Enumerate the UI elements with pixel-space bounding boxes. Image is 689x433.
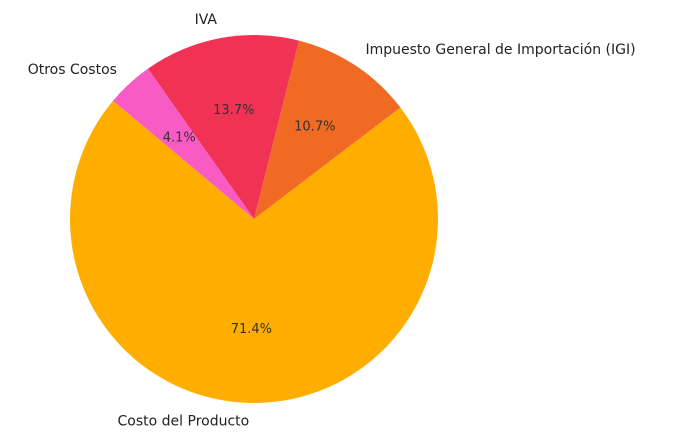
slice-value-label: 4.1% xyxy=(163,130,196,145)
slice-label: Otros Costos xyxy=(28,62,117,78)
slice-label: IVA xyxy=(195,12,218,28)
slice-label: Costo del Producto xyxy=(118,413,250,429)
slice-value-label: 10.7% xyxy=(294,119,335,134)
pie-slice xyxy=(147,35,299,219)
pie-slice xyxy=(254,40,401,219)
slice-value-label: 13.7% xyxy=(213,103,254,118)
pie-slice xyxy=(113,68,254,219)
slice-label: Impuesto General de Importación (IGI) xyxy=(365,42,635,58)
pie-slice xyxy=(70,100,439,404)
slice-value-label: 71.4% xyxy=(231,322,272,337)
